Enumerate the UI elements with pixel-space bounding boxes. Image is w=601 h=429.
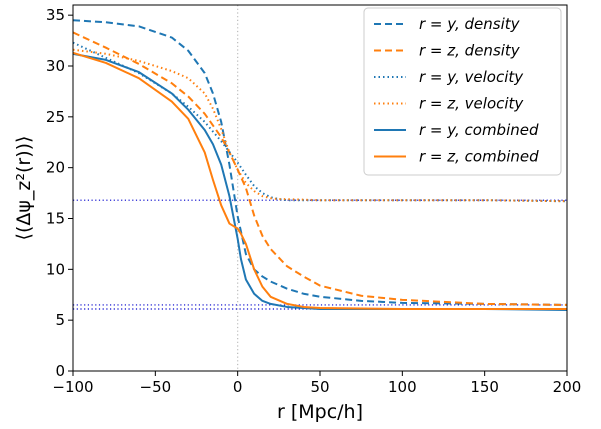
series-line-2 [73,31,567,306]
plot-area [73,5,567,371]
axes: −100 −50 0 50 100 150 200 0 5 10 15 20 25 30 35 [46,6,581,396]
x-tick-label: 150 [470,378,499,396]
y-tick-label: 0 [55,362,65,380]
x-axis-label: r [Mpc/h] [277,401,363,423]
y-tick-label: 35 [46,6,65,24]
y-tick-label: 15 [46,210,65,228]
x-tick-label: 0 [233,378,243,396]
y-tick-label: 30 [46,57,65,75]
x-tick-label: 50 [310,378,329,396]
legend-label: r = z, combined [419,148,539,166]
y-tick-label: 5 [55,311,65,329]
series-line-5 [73,52,567,311]
legend-box [363,7,562,176]
legend-label: r = y, combined [419,121,539,139]
y-tick-label: 10 [46,260,65,278]
legend-label: r = z, velocity [419,95,524,113]
x-tick-label: 200 [553,378,582,396]
legend: r = y, density r = z, density r = y, veloc… [363,7,562,176]
y-tick-label: 20 [46,159,65,177]
series-line-1 [73,19,567,306]
legend-label: r = y, velocity [419,68,524,86]
legend-label: r = z, density [419,42,521,60]
legend-label: r = y, density [419,15,521,33]
x-tick-label: −50 [140,378,172,396]
series-line-6 [73,51,567,310]
series-line-4 [73,48,567,203]
x-tick-label: 100 [388,378,417,396]
y-tick-label: 25 [46,108,65,126]
y-axis-label: ⟨(Δψ_z²(r))⟩ [13,136,35,241]
x-tick-label: −100 [52,378,93,396]
